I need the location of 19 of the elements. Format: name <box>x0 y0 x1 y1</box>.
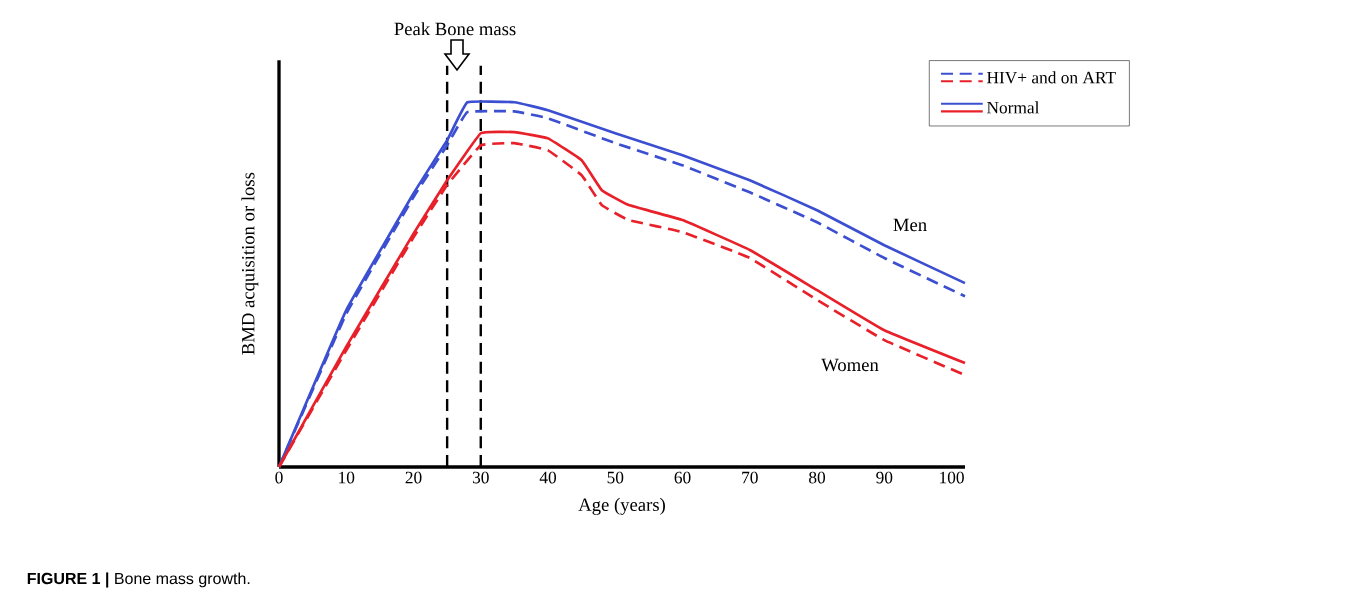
x-tick-label: 50 <box>607 471 624 484</box>
legend-label: Normal <box>986 101 1040 114</box>
x-tick-label: 60 <box>674 471 691 484</box>
x-tick-label: 100 <box>940 471 964 484</box>
legend-label: HIV+ and on ART <box>986 71 1116 84</box>
annotation: Women <box>821 358 879 372</box>
y-axis-title: BMD acquisition or loss <box>241 172 259 355</box>
x-tick-label: 30 <box>472 471 489 484</box>
x-tick-label: 90 <box>876 471 893 484</box>
x-tick-label: 20 <box>405 471 422 484</box>
x-tick-label: 10 <box>339 471 355 484</box>
x-tick-label: 40 <box>539 471 557 484</box>
text: Peak Bone mass <box>394 22 516 36</box>
x-axis-title: Age (years) <box>578 497 665 515</box>
x-tick-label: 0 <box>275 471 283 484</box>
annotation: Men <box>893 218 927 232</box>
text: FIGURE 1 | Bone mass growth. <box>27 572 250 588</box>
x-tick-label: 70 <box>742 471 758 484</box>
x-tick-label: 80 <box>809 471 826 484</box>
